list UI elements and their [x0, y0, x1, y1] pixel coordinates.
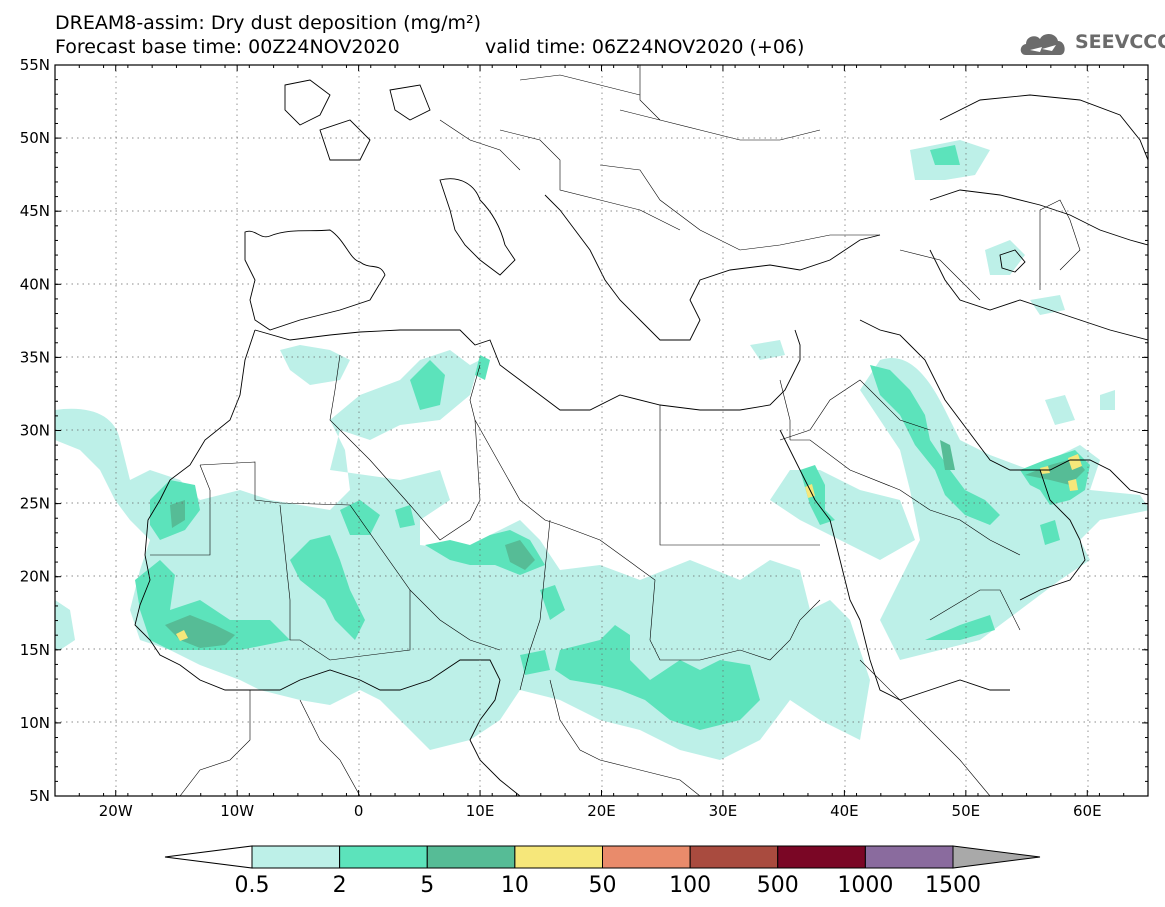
colorbar-swatch	[514, 845, 603, 869]
latitude-labels: 55N 50N 45N 40N 35N 30N 25N 20N 15N 10N 5N	[20, 56, 50, 805]
colorbar-label: 1500	[925, 873, 981, 898]
colorbar-labels: 0.5 2 5 10 50 100 500 1000 1500	[235, 873, 982, 898]
lat-label: 20N	[20, 568, 50, 586]
colorbar-label: 500	[757, 873, 799, 898]
dust-shading	[55, 140, 1148, 760]
colorbar-swatch	[689, 845, 779, 869]
logo-text: SEEVCCC	[1075, 31, 1165, 53]
colorbar-label: 1000	[837, 873, 893, 898]
coastlines	[134, 79, 1148, 796]
colorbar-min-triangle	[164, 845, 253, 869]
lon-label: 20W	[99, 802, 133, 820]
lat-label: 50N	[20, 129, 50, 147]
colorbar-label: 5	[420, 873, 434, 898]
map-title: DREAM8-assim: Dry dust deposition (mg/m²…	[55, 12, 482, 34]
lat-label: 40N	[20, 275, 50, 293]
colorbar-swatch	[339, 845, 428, 869]
colorbar-swatch	[864, 845, 954, 869]
lon-label: 10E	[466, 802, 495, 820]
forecast-base-time: Forecast base time: 00Z24NOV2020	[55, 36, 400, 58]
lon-label: 30E	[709, 802, 738, 820]
lon-label: 60E	[1073, 802, 1102, 820]
lat-label: 45N	[20, 202, 50, 220]
cloud-logo-icon	[1020, 33, 1065, 55]
lat-label: 10N	[20, 714, 50, 732]
lon-label: 20E	[587, 802, 616, 820]
colorbar-swatch	[777, 845, 866, 869]
longitude-labels: 20W 10W 0 10E 20E 30E 40E 50E 60E	[99, 802, 1102, 820]
colorbar	[164, 845, 1041, 869]
colorbar-label: 100	[669, 873, 711, 898]
lat-label: 25N	[20, 495, 50, 513]
colorbar-swatch	[426, 845, 516, 869]
colorbar-max-triangle	[952, 845, 1041, 869]
lat-label: 35N	[20, 348, 50, 366]
colorbar-label: 0.5	[235, 873, 270, 898]
lon-label: 50E	[952, 802, 981, 820]
lat-label: 30N	[20, 422, 50, 440]
lat-label: 15N	[20, 641, 50, 659]
lon-label: 10W	[220, 802, 254, 820]
lon-label: 0	[354, 802, 364, 820]
lat-label: 55N	[20, 56, 50, 74]
colorbar-swatch	[602, 845, 691, 869]
lon-label: 40E	[830, 802, 859, 820]
lat-label: 5N	[29, 787, 50, 805]
colorbar-label: 2	[333, 873, 347, 898]
colorbar-label: 10	[501, 873, 529, 898]
valid-time: valid time: 06Z24NOV2020 (+06)	[485, 36, 805, 58]
colorbar-label: 50	[589, 873, 617, 898]
colorbar-swatch	[251, 845, 341, 869]
axis-ticks	[54, 64, 1149, 797]
